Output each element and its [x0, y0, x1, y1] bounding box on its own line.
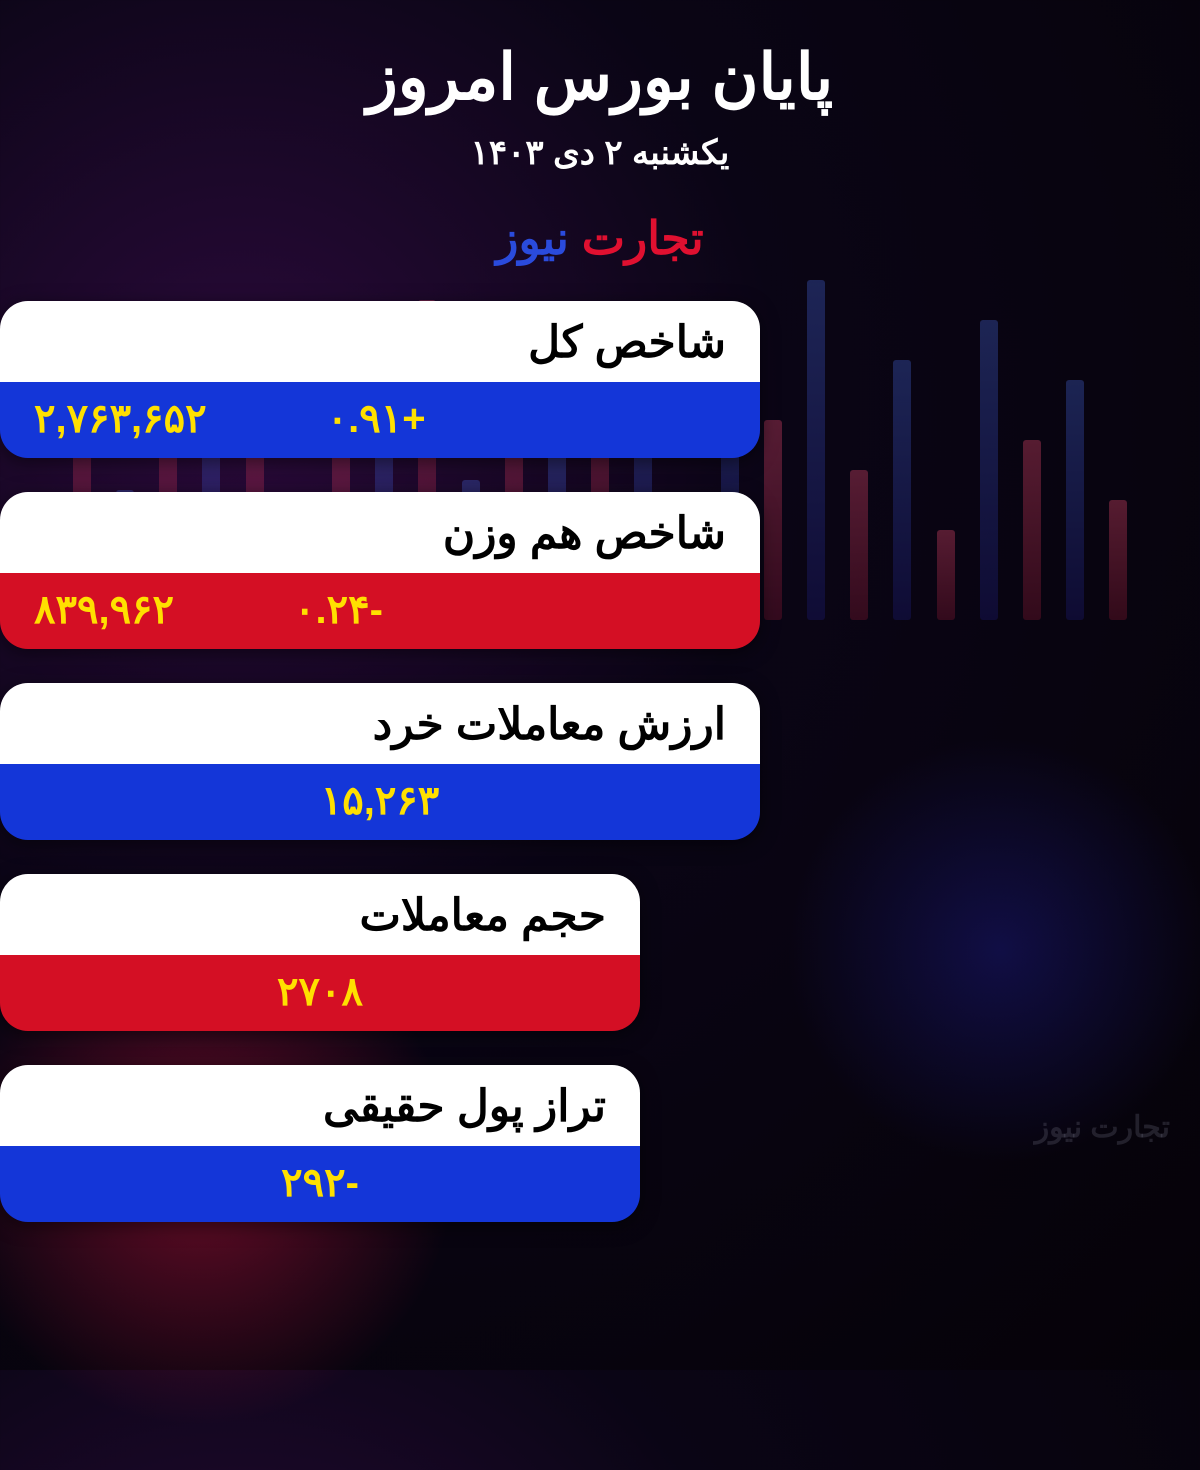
stat-card-label: ارزش معاملات خرد — [0, 683, 760, 764]
stat-card-values: ۲,۷۶۳,۶۵۲ +۰.۹۱ — [0, 382, 760, 458]
stat-change: -۰.۲۴ — [294, 587, 383, 633]
stat-card: شاخص هم وزن ۸۳۹,۹۶۲ -۰.۲۴ — [0, 492, 760, 649]
brand-logo: تجارت نیوز — [0, 211, 1200, 265]
stat-card-values: -۲۹۲ — [0, 1146, 640, 1222]
stat-value: -۲۹۲ — [281, 1160, 359, 1206]
stat-card-label: شاخص کل — [0, 301, 760, 382]
stat-card: تراز پول حقیقی -۲۹۲ — [0, 1065, 640, 1222]
stat-change: +۰.۹۱ — [327, 396, 426, 442]
stat-value: ۸۳۹,۹۶۲ — [34, 587, 174, 633]
header: پایان بورس امروز یکشنبه ۲ دی ۱۴۰۳ تجارت … — [0, 0, 1200, 265]
stat-card-values: ۱۵,۲۶۳ — [0, 764, 760, 840]
stat-card-values: ۸۳۹,۹۶۲ -۰.۲۴ — [0, 573, 760, 649]
stat-card-label: تراز پول حقیقی — [0, 1065, 640, 1146]
brand-word-1: تجارت — [582, 212, 704, 264]
stat-card-label: شاخص هم وزن — [0, 492, 760, 573]
stat-card-label: حجم معاملات — [0, 874, 640, 955]
brand-word-2: نیوز — [496, 212, 569, 264]
page-date: یکشنبه ۲ دی ۱۴۰۳ — [0, 133, 1200, 173]
stat-card-values: ۲۷۰۸ — [0, 955, 640, 1031]
stat-value: ۲,۷۶۳,۶۵۲ — [34, 396, 207, 442]
stat-cards-container: شاخص کل ۲,۷۶۳,۶۵۲ +۰.۹۱ شاخص هم وزن ۸۳۹,۹۶۲ -… — [0, 265, 1200, 1222]
stat-value: ۱۵,۲۶۳ — [321, 778, 440, 824]
stat-card: حجم معاملات ۲۷۰۸ — [0, 874, 640, 1031]
stat-card: شاخص کل ۲,۷۶۳,۶۵۲ +۰.۹۱ — [0, 301, 760, 458]
stat-value: ۲۷۰۸ — [277, 969, 363, 1015]
page-title: پایان بورس امروز — [0, 40, 1200, 115]
stat-card: ارزش معاملات خرد ۱۵,۲۶۳ — [0, 683, 760, 840]
